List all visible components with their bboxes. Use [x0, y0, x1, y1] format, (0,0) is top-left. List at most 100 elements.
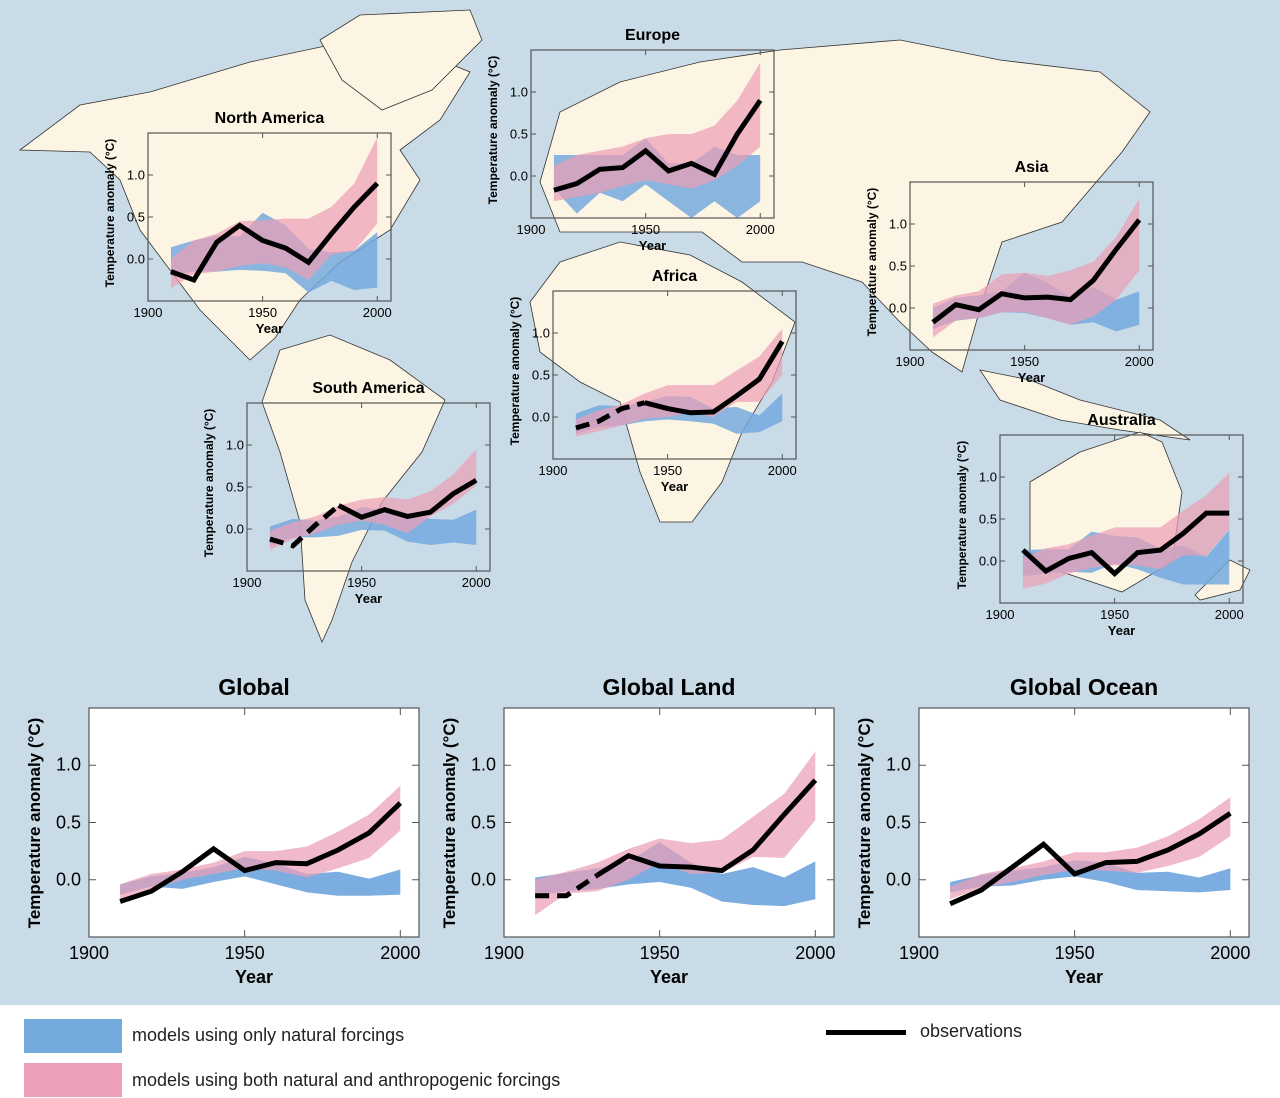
y-tick-label: 0.5 — [470, 812, 496, 832]
y-axis-label: Temperature anomaly (°C) — [202, 408, 216, 558]
x-tick-label: 2000 — [795, 943, 836, 963]
x-tick-label: 1950 — [653, 463, 683, 478]
chart-south-america: South America 1900 1950 2000 0.0 0.5 1.0 Year Te… — [202, 380, 491, 606]
observations-line — [553, 98, 763, 193]
observations-line-incomplete — [575, 400, 646, 431]
x-tick-label: 1900 — [538, 463, 568, 478]
y-tick-label: 1.0 — [126, 167, 145, 183]
y-tick-label: 0.5 — [126, 209, 145, 225]
x-tick-label: 2000 — [1210, 943, 1251, 963]
y-tick-label: 1.0 — [531, 325, 550, 341]
legend-natural-swatch — [24, 1019, 122, 1053]
y-axis-label: Temperature anomaly (°C) — [865, 187, 879, 337]
legend-natural-label: models using only natural forcings — [132, 1025, 405, 1045]
x-axis-label: Year — [255, 321, 284, 336]
chart-title: Asia — [1014, 159, 1049, 176]
legend-observations-line — [826, 1030, 906, 1035]
map-eurasia — [539, 39, 1151, 373]
y-tick-label: 1.0 — [55, 754, 81, 775]
y-axis-label: Temperature anomaly (°C) — [955, 440, 969, 590]
anthropogenic-forcings-band — [950, 797, 1231, 900]
plot-area — [530, 49, 775, 219]
chart-title: South America — [312, 380, 425, 397]
map-southeast-asia — [979, 369, 1191, 441]
plot-area — [918, 707, 1250, 938]
legend-observations-label: observations — [920, 1021, 1023, 1041]
world-map — [18, 9, 1251, 644]
map-south-america — [261, 334, 446, 644]
x-tick-label: 1950 — [1054, 943, 1095, 963]
natural-forcings-band — [120, 856, 401, 896]
y-tick-label: 1.0 — [470, 754, 496, 775]
y-axis-label: Temperature anomaly (°C) — [440, 717, 459, 928]
y-axis-label: Temperature anomaly (°C) — [855, 717, 874, 928]
y-tick-label: 0.5 — [531, 367, 550, 383]
x-tick-label: 1900 — [232, 575, 262, 590]
y-tick-label: 0.0 — [531, 409, 550, 425]
x-tick-label: 1900 — [898, 943, 940, 963]
legend: models using only natural forcings model… — [0, 1005, 1280, 1098]
x-tick-label: 1950 — [1010, 354, 1040, 369]
x-tick-label: 1950 — [639, 943, 680, 963]
x-tick-label: 2000 — [1214, 607, 1244, 622]
y-tick-label: 0.0 — [126, 251, 145, 267]
x-tick-label: 2000 — [380, 943, 421, 963]
y-tick-label: 0.5 — [885, 812, 911, 832]
x-tick-label: 2000 — [362, 305, 392, 320]
chart-global: Global 1900 1950 2000 0.0 0.5 1.0 Year Temperatu… — [25, 674, 420, 987]
observations-line — [1021, 510, 1230, 577]
y-axis-label: Temperature anomaly (°C) — [103, 138, 117, 288]
x-axis-label: Year — [649, 967, 689, 987]
x-tick-label: 2000 — [745, 222, 775, 237]
y-axis-label: Temperature anomaly (°C) — [508, 296, 522, 446]
x-tick-label: 1950 — [347, 575, 377, 590]
y-tick-label: 0.0 — [470, 869, 496, 890]
chart-title: Global — [218, 674, 290, 700]
y-tick-label: 0.5 — [978, 511, 997, 527]
observations-line — [931, 218, 1142, 325]
anthropogenic-forcings-band — [1022, 472, 1230, 589]
x-tick-label: 2000 — [767, 463, 797, 478]
plot-area — [88, 707, 420, 938]
anthropogenic-forcings-band — [120, 785, 401, 900]
x-tick-label: 1900 — [133, 305, 163, 320]
observations-line — [644, 340, 785, 416]
y-tick-label: 0.0 — [888, 300, 907, 316]
observations-line-incomplete — [269, 503, 341, 549]
y-tick-label: 0.0 — [885, 869, 911, 890]
plot-area — [147, 132, 392, 302]
y-tick-label: 0.5 — [888, 258, 907, 274]
plot-area — [909, 181, 1154, 351]
natural-forcings-band — [269, 507, 477, 546]
x-axis-label: Year — [1017, 370, 1046, 385]
y-tick-label: 0.5 — [509, 126, 528, 142]
x-tick-label: 1950 — [248, 305, 278, 320]
y-axis-label: Temperature anomaly (°C) — [25, 717, 44, 928]
y-tick-label: 1.0 — [225, 437, 244, 453]
map-greenland — [319, 9, 483, 111]
x-tick-label: 1900 — [516, 222, 546, 237]
y-tick-label: 1.0 — [978, 469, 997, 485]
chart-title: North America — [214, 110, 325, 127]
map-africa — [529, 241, 796, 523]
observations-line — [949, 811, 1232, 907]
x-tick-label: 1900 — [895, 354, 925, 369]
legend-anthropogenic-label: models using both natural and anthropoge… — [132, 1070, 561, 1090]
observations-line — [170, 181, 380, 284]
x-tick-label: 1900 — [68, 943, 110, 963]
chart-asia: Asia 1900 1950 2000 0.0 0.5 1.0 Year Temperature… — [865, 159, 1154, 385]
anthropogenic-forcings-band — [535, 751, 816, 916]
y-tick-label: 0.0 — [978, 553, 997, 569]
x-tick-label: 1900 — [483, 943, 525, 963]
plot-area — [552, 290, 797, 460]
x-axis-label: Year — [638, 238, 667, 253]
x-tick-label: 2000 — [461, 575, 491, 590]
chart-africa: Africa 1900 1950 2000 0.0 0.5 1.0 Year Temperatu… — [508, 268, 797, 494]
y-tick-label: 0.0 — [225, 521, 244, 537]
chart-title: Global Land — [602, 674, 736, 700]
y-tick-label: 0.5 — [55, 812, 81, 832]
x-axis-label: Year — [1064, 967, 1104, 987]
y-axis-label: Temperature anomaly (°C) — [486, 55, 500, 205]
x-tick-label: 1900 — [985, 607, 1015, 622]
observations-line — [337, 478, 478, 520]
